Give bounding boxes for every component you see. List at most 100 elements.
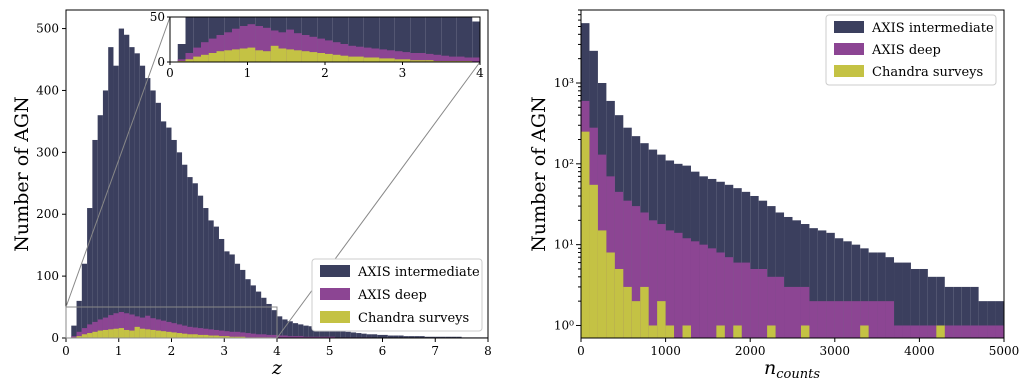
left-bar xyxy=(218,330,225,338)
left-bar xyxy=(145,315,151,338)
right-bar xyxy=(910,325,920,338)
left-x-tick-label: 2 xyxy=(168,344,176,358)
left-bar xyxy=(76,331,82,338)
left-bar xyxy=(139,317,146,338)
left-bar xyxy=(255,291,262,338)
inset-x-ticks: 0 1 2 3 4 xyxy=(166,62,484,80)
inset-bar xyxy=(224,32,232,62)
inset-bar xyxy=(332,42,341,62)
right-bar xyxy=(800,224,810,338)
left-bar xyxy=(261,297,267,338)
left-bars xyxy=(71,28,488,339)
inset-bar xyxy=(201,17,209,62)
left-bar xyxy=(229,254,235,338)
left-y-ticks: 0 100 200 300 400 500 xyxy=(36,22,66,345)
inset-bar xyxy=(193,56,201,62)
inset-bar xyxy=(425,60,434,62)
right-x-tick-label: 1000 xyxy=(650,344,681,358)
left-bar xyxy=(234,331,241,338)
left-legend: AXIS intermediate AXIS deep Chandra surv… xyxy=(311,258,483,332)
left-bar xyxy=(287,336,293,338)
right-bar xyxy=(657,301,666,338)
left-bar xyxy=(229,331,235,338)
inset-bar xyxy=(201,42,209,62)
right-bar xyxy=(589,184,598,338)
legend-label-deep-right: AXIS deep xyxy=(871,43,941,58)
right-bar xyxy=(775,212,785,338)
right-y-tick-label: 10² xyxy=(554,157,574,171)
right-bar xyxy=(750,195,759,338)
left-bar xyxy=(277,316,283,338)
inset-bar xyxy=(425,53,434,62)
right-bar xyxy=(944,325,954,338)
right-x-tick-label: 3000 xyxy=(820,344,851,358)
left-bar xyxy=(303,325,309,338)
left-bar xyxy=(224,331,230,338)
right-bar xyxy=(834,238,844,338)
left-bar xyxy=(234,336,241,338)
right-bar xyxy=(792,286,801,338)
inset-chart: 0 1 2 3 4 0 50 xyxy=(150,10,484,80)
right-bar xyxy=(961,286,971,338)
left-bar xyxy=(298,336,304,338)
legend-label-intermediate-right: AXIS intermediate xyxy=(871,21,994,36)
left-bar xyxy=(234,263,241,338)
inset-bar xyxy=(232,49,240,62)
right-bar xyxy=(648,325,658,338)
left-x-tick-label: 1 xyxy=(115,344,123,358)
left-bar xyxy=(160,331,167,338)
left-bar xyxy=(155,102,161,338)
left-bar xyxy=(335,329,341,338)
left-bar xyxy=(129,330,135,338)
left-bar xyxy=(139,65,146,338)
right-bar xyxy=(902,262,911,338)
right-bars xyxy=(581,23,1004,339)
left-bar xyxy=(208,335,214,338)
inset-bar xyxy=(247,24,256,62)
inset-bar xyxy=(332,54,341,62)
right-bar xyxy=(927,325,937,338)
left-bar xyxy=(240,332,246,338)
inset-bar xyxy=(208,38,217,62)
right-bar xyxy=(936,276,945,338)
inset-bar xyxy=(356,56,364,62)
inset-bar xyxy=(270,45,279,62)
left-bar xyxy=(282,319,288,338)
legend-label-chandra-right: Chandra surveys xyxy=(872,65,983,80)
left-bar xyxy=(445,336,452,338)
right-bar xyxy=(978,301,988,338)
right-bar xyxy=(733,325,742,338)
right-bar xyxy=(961,325,971,338)
left-bar xyxy=(324,328,330,338)
inset-bar xyxy=(394,59,403,62)
inset-bar xyxy=(216,51,225,62)
zoom-connector-right xyxy=(276,61,481,339)
left-bar xyxy=(102,317,109,338)
right-bar xyxy=(784,286,793,338)
right-bar xyxy=(767,325,776,338)
left-bar xyxy=(319,336,325,338)
legend-swatch-deep-right xyxy=(834,43,864,55)
right-bar xyxy=(792,220,801,338)
left-bar xyxy=(113,313,119,338)
left-bar xyxy=(271,334,277,338)
left-bar xyxy=(398,335,404,338)
inset-bar xyxy=(363,47,372,62)
inset-y-ticks: 0 50 xyxy=(150,10,170,69)
left-bar xyxy=(113,328,119,338)
left-bar xyxy=(129,314,135,338)
left-bar xyxy=(87,324,93,338)
left-bar xyxy=(176,333,183,338)
right-bar xyxy=(919,268,928,338)
right-y-tick-label: 10³ xyxy=(554,76,574,90)
left-bar xyxy=(403,336,409,338)
legend-swatch-chandra xyxy=(320,311,350,323)
left-bar xyxy=(292,336,299,338)
right-bar xyxy=(648,220,658,338)
left-y-tick-label: 300 xyxy=(36,145,59,159)
right-bar xyxy=(995,301,1004,338)
inset-bar xyxy=(433,17,442,62)
left-bar xyxy=(203,334,209,338)
right-bar xyxy=(690,241,700,338)
